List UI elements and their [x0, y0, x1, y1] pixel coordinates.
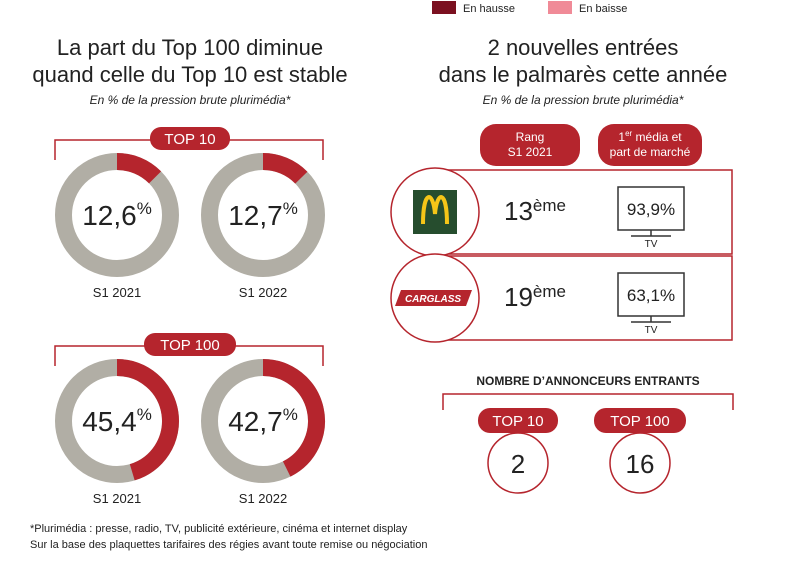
share: 93,9% [627, 200, 675, 219]
period-label: S1 2021 [93, 285, 141, 300]
value-number: 45,4 [82, 406, 137, 437]
counts-title: NOMBRE D’ANNONCEURS ENTRANTS [476, 374, 699, 388]
header-pill [480, 124, 580, 166]
donut-value: 45,4% [82, 405, 152, 437]
legend-label: En hausse [463, 3, 515, 15]
donut-value: 12,7% [228, 199, 298, 231]
donut-value: 12,6% [82, 199, 152, 231]
tv-screen [617, 272, 685, 317]
header-text: S1 2021 [508, 145, 553, 159]
rank: 19ème [504, 282, 566, 312]
pill-label: TOP 100 [160, 337, 220, 354]
value-number: 12,7 [228, 200, 283, 231]
donut-arc [116, 359, 179, 481]
header-text: Rang [516, 130, 545, 144]
legend-swatch [548, 1, 572, 14]
count-value: 16 [626, 449, 655, 479]
pill [144, 333, 236, 356]
tv-stand [631, 316, 671, 323]
count-value: 2 [511, 449, 525, 479]
legend-label: En baisse [579, 3, 627, 15]
legend-swatch [432, 1, 456, 14]
count-circle [487, 432, 549, 494]
rank-number: 13 [504, 196, 533, 226]
footnote: *Plurimédia : presse, radio, TV, publici… [30, 523, 408, 535]
donut-arc [262, 359, 325, 477]
header-pill [598, 124, 702, 166]
header-text: part de marché [610, 145, 691, 159]
medium: TV [645, 325, 658, 336]
value-unit: % [137, 405, 152, 424]
tv-screen [617, 186, 685, 231]
pill-label: TOP 100 [610, 413, 670, 430]
period-label: S1 2021 [93, 491, 141, 506]
rank-number: 19 [504, 282, 533, 312]
title: La part du Top 100 diminue [57, 35, 323, 60]
medium: TV [645, 239, 658, 250]
count-circle [609, 432, 671, 494]
period-label: S1 2022 [239, 491, 287, 506]
logo-banner [395, 290, 472, 306]
bracket [442, 393, 734, 410]
subtitle: En % de la pression brute plurimédia* [90, 93, 291, 107]
rank-suffix: ème [533, 196, 566, 215]
brand: CARGLASS [405, 294, 461, 305]
title: dans le palmarès cette année [439, 62, 728, 87]
header-sup: er [625, 129, 632, 138]
value-unit: % [283, 199, 298, 218]
subtitle: En % de la pression brute plurimédia* [483, 93, 684, 107]
footnote: Sur la base des plaquettes tarifaires de… [30, 539, 427, 551]
pill-label: TOP 10 [492, 413, 543, 430]
value-number: 42,7 [228, 406, 283, 437]
header-part: média et [632, 130, 682, 144]
rank-suffix: ème [533, 282, 566, 301]
value-number: 12,6 [82, 200, 137, 231]
logo-arches [421, 195, 449, 225]
tv-stand [631, 230, 671, 237]
header-part: 1 [618, 130, 625, 144]
pill [478, 408, 558, 433]
title: quand celle du Top 10 est stable [32, 62, 347, 87]
pill-label: TOP 10 [164, 131, 215, 148]
pill [594, 408, 686, 433]
title: 2 nouvelles entrées [488, 35, 679, 60]
value-unit: % [283, 405, 298, 424]
donut-arc [262, 153, 308, 184]
rank: 13ème [504, 196, 566, 226]
period-label: S1 2022 [239, 285, 287, 300]
value-unit: % [137, 199, 152, 218]
donut-value: 42,7% [228, 405, 298, 437]
header-text: 1er média et [618, 129, 682, 144]
donut-arc [116, 153, 162, 184]
pill [150, 127, 230, 150]
share: 63,1% [627, 286, 675, 305]
